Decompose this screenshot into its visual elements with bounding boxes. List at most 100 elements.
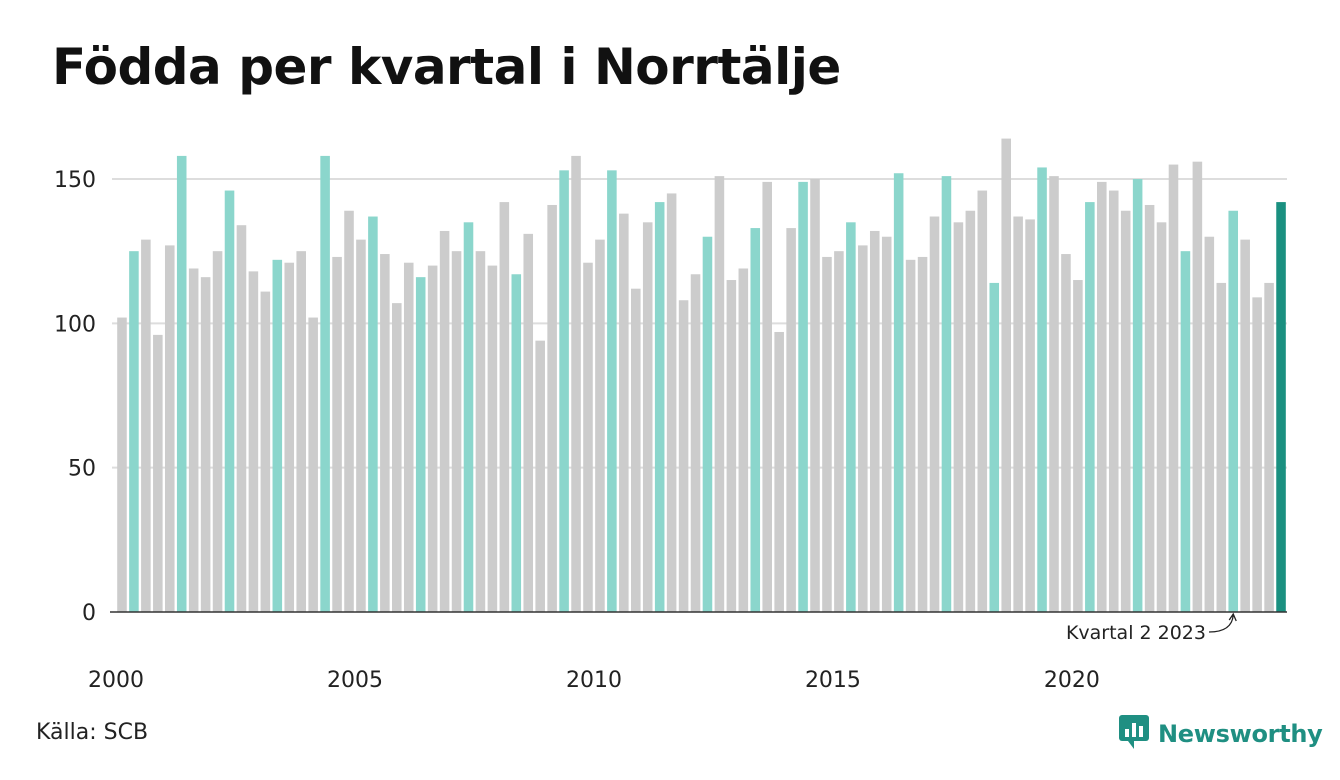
bar — [272, 259, 283, 612]
bar — [1144, 204, 1155, 613]
bar — [738, 268, 749, 612]
bar — [619, 213, 629, 612]
bar — [117, 317, 127, 612]
bar — [224, 190, 235, 613]
bar — [1240, 239, 1250, 612]
bar — [810, 179, 820, 612]
bar — [1120, 210, 1131, 612]
bar — [1264, 282, 1274, 612]
bar — [798, 181, 808, 612]
bar — [953, 222, 964, 613]
bar — [654, 202, 665, 612]
bar — [392, 303, 402, 612]
bar — [858, 245, 868, 612]
newsworthy-logo-icon — [1118, 714, 1150, 754]
axes: 0 50 100 150 2000 2005 2010 2015 2020 — [54, 168, 1287, 693]
x-tick-label: 2000 — [88, 668, 144, 693]
x-tick-label: 2005 — [327, 668, 383, 693]
bar — [1025, 219, 1035, 612]
bar — [690, 274, 701, 612]
bar — [380, 254, 390, 613]
bar — [1073, 280, 1083, 612]
bar — [941, 176, 952, 613]
bar — [463, 222, 474, 613]
bar — [702, 236, 713, 613]
bar — [403, 262, 414, 612]
bar — [822, 256, 832, 612]
annotation-arrow — [1208, 612, 1237, 633]
bar — [260, 291, 271, 612]
bar — [236, 225, 247, 612]
y-tick-label: 50 — [68, 457, 96, 482]
bar — [678, 300, 689, 612]
bar — [607, 170, 617, 612]
bar — [929, 216, 940, 612]
bar — [451, 251, 462, 613]
bar — [212, 251, 223, 613]
bar — [427, 265, 438, 612]
bar — [595, 239, 605, 612]
brand-name: Newsworthy — [1158, 720, 1323, 748]
bar — [1180, 251, 1191, 613]
bar — [320, 155, 330, 612]
bar — [893, 173, 904, 613]
bar — [1132, 179, 1143, 612]
bar — [881, 236, 892, 613]
bar — [176, 155, 187, 612]
bar — [129, 251, 139, 613]
bar — [415, 277, 426, 612]
bar — [1001, 138, 1011, 612]
bar — [356, 239, 366, 612]
bar — [1061, 254, 1071, 613]
bar — [642, 222, 653, 613]
bar — [487, 265, 498, 612]
bar — [1085, 202, 1095, 612]
bar — [284, 262, 295, 612]
bar — [1037, 167, 1047, 612]
bar — [1108, 190, 1119, 613]
bar — [511, 274, 522, 612]
bar — [834, 251, 844, 613]
bars — [117, 138, 1286, 613]
bar — [547, 204, 557, 613]
bar — [631, 288, 641, 612]
bar — [869, 230, 880, 612]
bar — [965, 210, 976, 612]
x-tick-label: 2020 — [1044, 668, 1100, 693]
bar — [439, 230, 450, 612]
bar — [1156, 222, 1167, 613]
bar — [1216, 282, 1227, 612]
y-tick-label: 100 — [54, 312, 96, 337]
bar — [1276, 202, 1286, 612]
bar — [1252, 297, 1262, 612]
annotation-label: Kvartal 2 2023 — [1066, 622, 1206, 644]
bar — [188, 268, 199, 612]
bar — [153, 334, 163, 612]
bar — [499, 202, 510, 612]
bar — [332, 256, 342, 612]
y-tick-label: 150 — [54, 168, 96, 193]
bar — [141, 239, 151, 612]
bar — [1192, 161, 1203, 612]
bar — [344, 210, 354, 612]
bar — [786, 228, 796, 612]
bar — [762, 181, 772, 612]
bar — [308, 317, 318, 612]
bar — [750, 228, 761, 612]
bar — [523, 233, 534, 612]
brand-logo[interactable]: Newsworthy — [1118, 714, 1323, 754]
bar — [905, 259, 916, 612]
bar — [1228, 210, 1239, 612]
bar — [774, 331, 784, 612]
bar — [559, 170, 569, 612]
x-tick-label: 2015 — [805, 668, 861, 693]
bar — [1049, 176, 1059, 613]
x-tick-label: 2010 — [566, 668, 622, 693]
source-label: Källa: SCB — [36, 720, 149, 745]
bar — [714, 176, 725, 613]
bar — [535, 340, 545, 612]
bar — [164, 245, 175, 612]
bar — [977, 190, 988, 613]
y-tick-label: 0 — [82, 601, 96, 626]
